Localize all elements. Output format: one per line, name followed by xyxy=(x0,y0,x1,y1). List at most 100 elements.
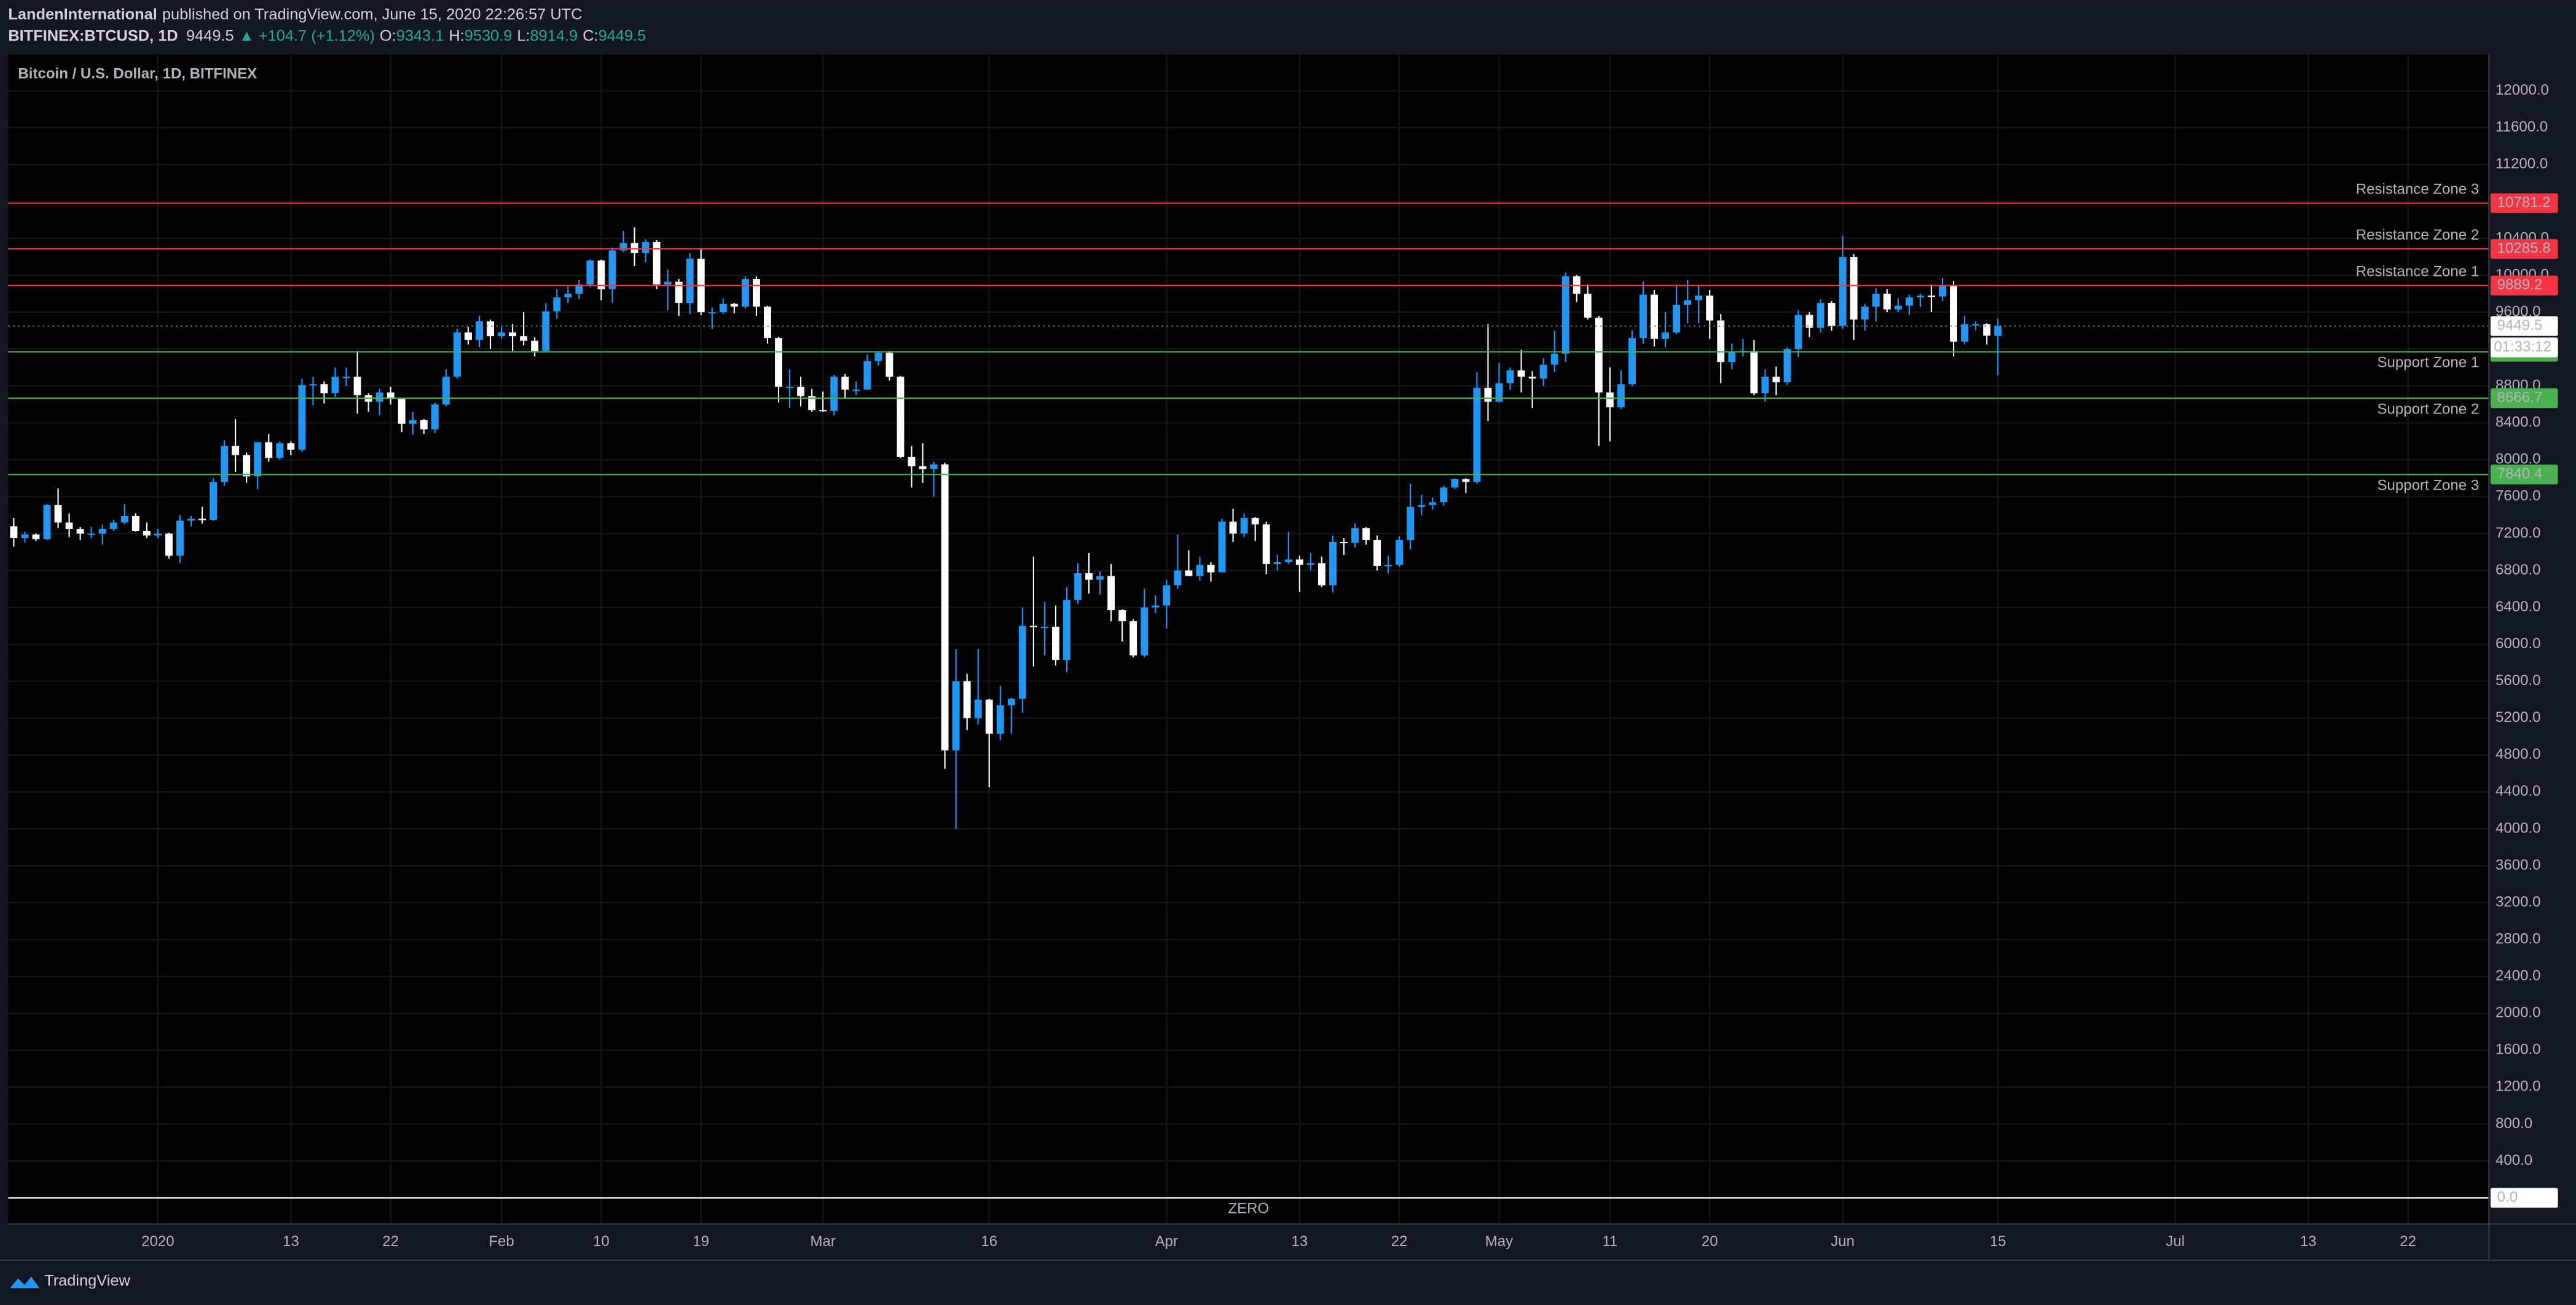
y-tick-label: 800.0 xyxy=(2496,1115,2532,1132)
candle-body xyxy=(1961,324,1969,342)
candle-body xyxy=(1761,377,1769,394)
candle-body xyxy=(165,533,173,556)
candle-body xyxy=(730,304,738,307)
candle-body xyxy=(830,377,838,411)
y-tick-label: 2000.0 xyxy=(2496,1005,2541,1021)
candle-body xyxy=(1772,377,1780,383)
x-tick-label: 13 xyxy=(2300,1233,2317,1250)
level-label: Resistance Zone 1 xyxy=(2356,264,2480,280)
candle-body xyxy=(1152,605,1160,608)
candle-body xyxy=(520,336,528,341)
candle-body xyxy=(387,392,395,399)
candle-body xyxy=(1684,300,1692,305)
candle-body xyxy=(1473,388,1481,482)
candle-body xyxy=(1662,332,1670,339)
y-tick-label: 4400.0 xyxy=(2496,783,2541,799)
symbol: BITFINEX:BTCUSD, 1D xyxy=(8,27,178,44)
x-tick-label: Feb xyxy=(489,1233,514,1250)
brand: TradingView xyxy=(44,1272,130,1290)
candle-body xyxy=(1706,296,1714,321)
y-tick-label: 12000.0 xyxy=(2496,82,2549,98)
candle-body xyxy=(1584,294,1592,318)
candle-body xyxy=(1295,559,1303,565)
y-tick-label: 11600.0 xyxy=(2496,119,2548,135)
x-tick-label: 20 xyxy=(1702,1233,1718,1250)
candle-body xyxy=(1717,320,1725,362)
candle-body xyxy=(1373,539,1381,566)
candle-body xyxy=(1828,303,1836,326)
candle-body xyxy=(597,261,605,289)
y-tick-label: 8400.0 xyxy=(2496,414,2541,431)
candle-body xyxy=(1185,570,1193,576)
candle-body xyxy=(10,526,18,538)
candle-body xyxy=(1007,699,1015,705)
candle-body xyxy=(974,699,982,718)
c-value: 9449.5 xyxy=(599,27,646,44)
candle-body xyxy=(176,520,184,556)
y-tick-label: 1600.0 xyxy=(2496,1041,2541,1058)
x-tick-label: 2020 xyxy=(141,1233,175,1250)
o-label: O: xyxy=(380,27,396,44)
y-tick-label: 7600.0 xyxy=(2496,488,2541,504)
last-price: 9449.5 xyxy=(186,27,234,44)
candle-body xyxy=(276,443,284,458)
candle-body xyxy=(187,519,195,521)
symbol-line: BITFINEX:BTCUSD, 1D 9449.5 ▲ +104.7 (+1.12… xyxy=(8,27,646,44)
candle-body xyxy=(963,681,971,718)
candle-body xyxy=(1396,539,1404,565)
y-tick-label: 6400.0 xyxy=(2496,598,2541,615)
publisher: LandenInternational xyxy=(8,6,157,23)
candle-body xyxy=(298,385,306,450)
candle-body xyxy=(132,515,139,531)
candle-body xyxy=(232,445,240,455)
candle-body xyxy=(930,464,938,469)
change: ▲ +104.7 (+1.12%) xyxy=(239,27,375,44)
candle-body xyxy=(1174,570,1182,586)
candle-body xyxy=(1950,285,1958,342)
candle-body xyxy=(1916,296,1924,298)
overlays: 0.0 400.0 800.0 1200.0 1600.0 2000.0 2400.0 280… xyxy=(8,82,2558,1250)
candle-body xyxy=(420,420,428,429)
candle-body xyxy=(120,515,128,523)
publish-line: LandenInternational published on TradingV… xyxy=(8,6,582,23)
x-tick-label: Jun xyxy=(1831,1233,1855,1250)
candle-body xyxy=(675,281,683,304)
candle-body xyxy=(21,534,29,538)
candle-body xyxy=(43,504,51,539)
candle-body xyxy=(198,519,206,520)
level-label: Support Zone 2 xyxy=(2377,401,2479,417)
candle-body xyxy=(331,377,339,394)
chart-title: Bitcoin / U.S. Dollar, 1D, BITFINEX xyxy=(18,65,257,82)
x-tick-label: 10 xyxy=(593,1233,610,1250)
candle-body xyxy=(221,445,229,482)
published: published on TradingView.com, June 15, 2… xyxy=(162,6,583,23)
candle-body xyxy=(65,522,73,529)
last-price-tag-bg xyxy=(2490,316,2558,336)
candle-body xyxy=(764,307,771,339)
candle-body xyxy=(87,533,95,535)
candle-body xyxy=(1928,296,1935,297)
y-tick-label: 4000.0 xyxy=(2496,820,2541,836)
candle-body xyxy=(686,258,694,304)
zero-tag: 0.0 xyxy=(2497,1189,2518,1205)
zero-label: ZERO xyxy=(1228,1201,1269,1217)
candle-body xyxy=(1306,563,1314,565)
candle-body xyxy=(1218,521,1226,573)
h-label: H: xyxy=(449,27,464,44)
candle-body xyxy=(1052,627,1059,660)
y-tick-label: 2800.0 xyxy=(2496,930,2541,947)
candle-body xyxy=(1040,627,1048,629)
h-value: 9530.9 xyxy=(465,27,512,44)
c-label: C: xyxy=(583,27,598,44)
level-tag: 10781.2 xyxy=(2497,194,2551,211)
candle-body xyxy=(1595,318,1603,393)
candle-body xyxy=(586,261,594,285)
logo xyxy=(10,1276,40,1288)
candle-body xyxy=(1118,610,1126,622)
level-tag-bg xyxy=(2490,239,2558,259)
marks xyxy=(10,227,2002,829)
candle-body xyxy=(1994,326,2002,336)
x-tick-label: 22 xyxy=(382,1233,399,1250)
y-tick-label: 2400.0 xyxy=(2496,968,2541,984)
